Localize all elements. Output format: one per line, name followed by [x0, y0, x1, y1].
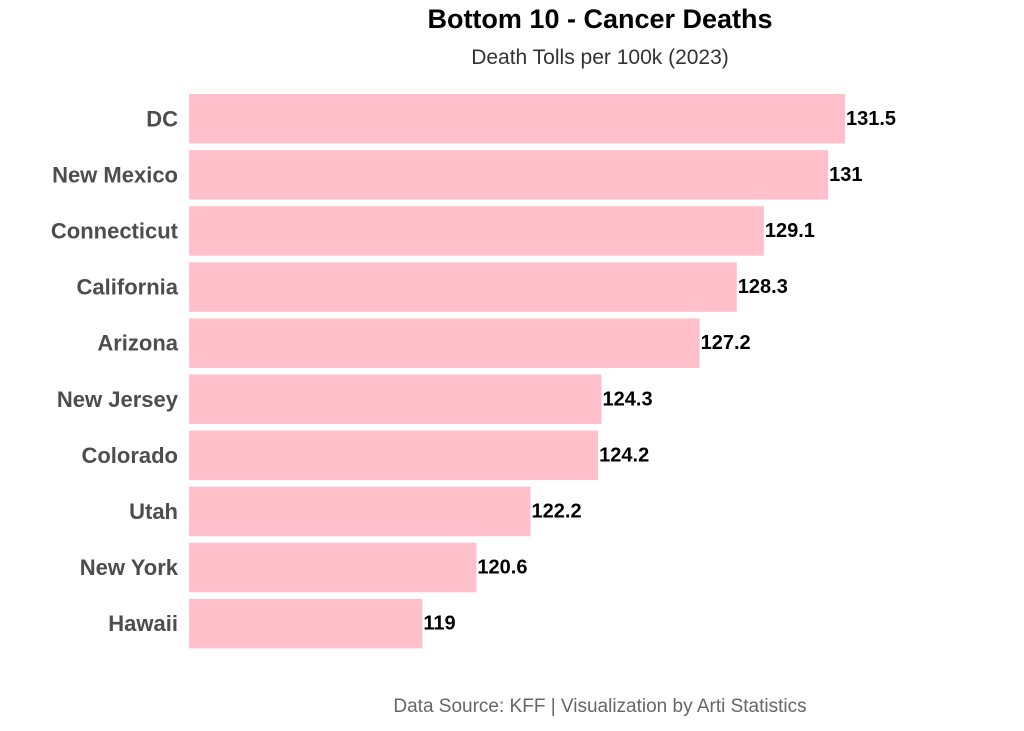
bar-new-york — [189, 542, 477, 593]
bar-utah — [189, 486, 531, 537]
category-label: California — [77, 275, 179, 300]
value-label: 124.2 — [599, 444, 649, 466]
category-label: New York — [80, 555, 179, 580]
value-label: 129.1 — [765, 220, 815, 242]
value-label: 131 — [829, 164, 862, 186]
value-label: 120.6 — [477, 557, 527, 579]
category-label: Hawaii — [108, 611, 178, 636]
chart-subtitle: Death Tolls per 100k (2023) — [471, 46, 729, 69]
value-label: 122.2 — [532, 500, 582, 522]
value-label: 128.3 — [738, 276, 788, 298]
category-label: Colorado — [81, 443, 178, 468]
chart-title: Bottom 10 - Cancer Deaths — [427, 4, 773, 34]
category-label: Arizona — [97, 331, 178, 356]
bar-california — [189, 262, 737, 312]
category-label: DC — [146, 106, 178, 131]
bar-hawaii — [189, 598, 423, 649]
category-label: New Mexico — [52, 162, 178, 187]
category-label: Connecticut — [51, 218, 179, 243]
value-label: 127.2 — [701, 332, 751, 354]
value-label: 124.3 — [603, 388, 653, 410]
bar-dc — [189, 94, 845, 144]
chart-caption: Data Source: KFF | Visualization by Arti… — [393, 696, 807, 717]
value-label: 131.5 — [846, 108, 896, 130]
bar-new-jersey — [189, 374, 602, 424]
bar-new-mexico — [189, 150, 829, 200]
category-label: Utah — [129, 499, 178, 524]
bar-arizona — [189, 318, 700, 368]
value-label: 119 — [423, 613, 455, 635]
bar-colorado — [189, 430, 599, 481]
category-label: New Jersey — [57, 387, 179, 412]
bar-connecticut — [189, 206, 764, 256]
